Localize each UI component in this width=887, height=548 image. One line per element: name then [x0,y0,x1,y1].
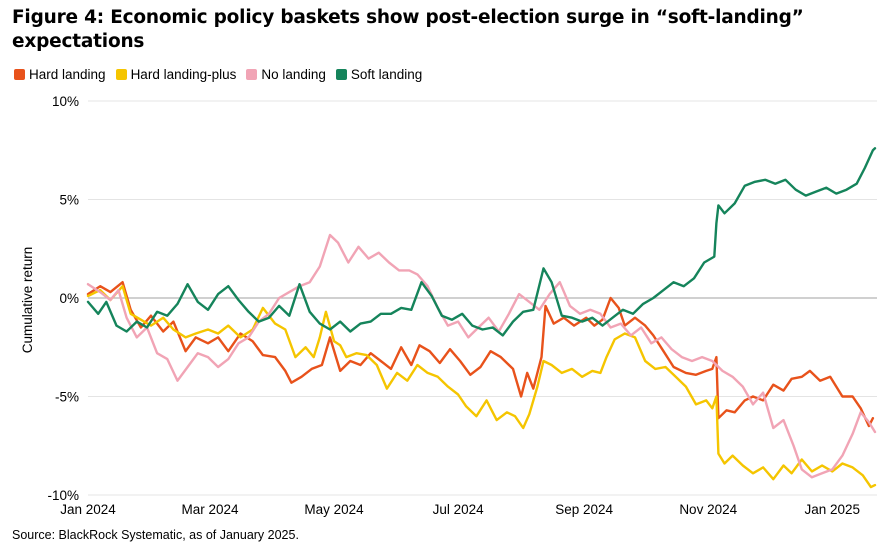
series-line-hard-landing [86,281,875,428]
series-line-soft-landing [86,147,877,337]
legend-label-no-landing: No landing [261,67,326,82]
y-tick-label: -5% [55,390,79,405]
y-tick-label: 10% [52,94,79,109]
axis-ticks: 10% 5% 0% -5% -10%Jan 2024 Mar 2024 May 2024 Ju… [47,94,860,517]
x-tick-label: Sep 2024 [555,502,613,517]
x-tick-label: Jan 2024 [60,502,116,517]
x-tick-label: Jan 2025 [804,502,860,517]
legend-item-soft-landing: Soft landing [335,67,423,82]
y-axis-label: Cumulative return [20,247,35,354]
x-tick-label: Mar 2024 [181,502,239,517]
y-tick-label: 0% [59,291,79,306]
gridlines [88,100,877,496]
y-tick-label: -10% [47,488,79,503]
legend-swatch-no-landing [246,69,258,80]
legend-label-hard-landing: Hard landing [29,67,106,82]
legend-label-hard-landing-plus: Hard landing-plus [130,67,237,82]
legend-item-hard-landing-plus: Hard landing-plus [115,67,237,82]
legend-label-soft-landing: Soft landing [350,67,423,82]
y-tick-label: 5% [59,193,79,208]
series-line-no-landing [86,233,877,479]
x-tick-label: Nov 2024 [679,502,737,517]
legend-item-hard-landing: Hard landing [14,67,106,82]
legend-swatch-hard-landing [14,69,25,80]
legend: Hard landing Hard landing-plus No landin… [14,67,422,82]
series-lines [86,147,877,489]
legend-item-no-landing: No landing [246,67,326,82]
series-line-hard-landing-plus [86,285,877,489]
source-note: Source: BlackRock Systematic, as of Janu… [12,528,299,542]
x-tick-label: May 2024 [304,502,364,517]
x-tick-label: Jul 2024 [433,502,485,517]
legend-swatch-hard-landing-plus [115,69,127,80]
chart-title: Figure 4: Economic policy baskets show p… [12,7,804,52]
legend-swatch-soft-landing [335,69,347,80]
